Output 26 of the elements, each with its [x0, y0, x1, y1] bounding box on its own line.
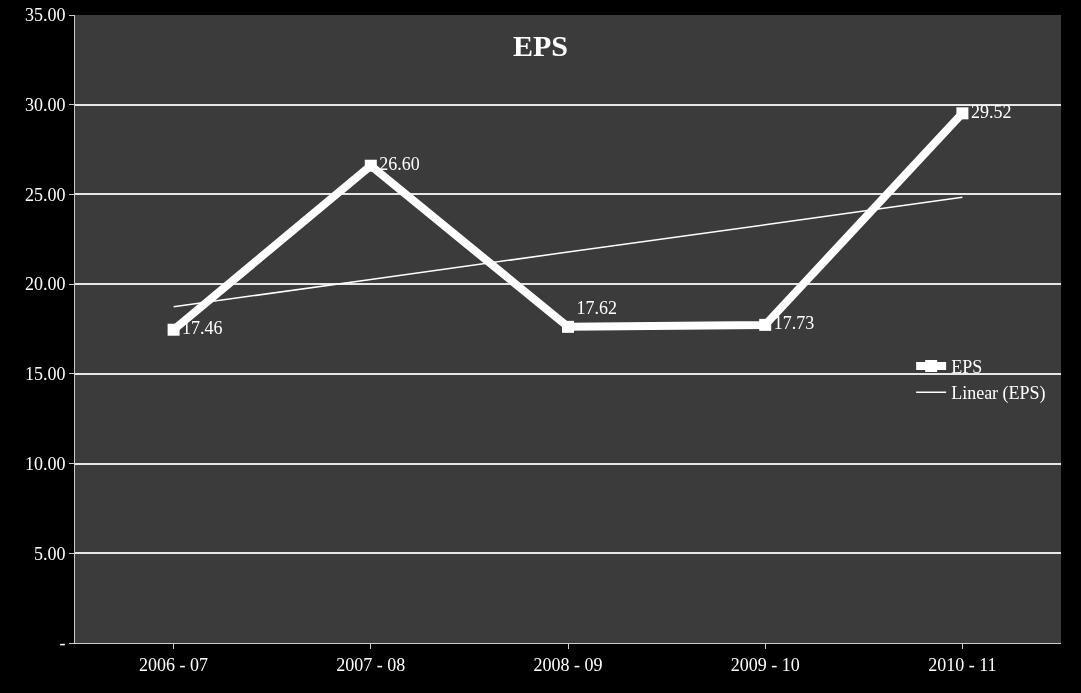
legend-label: EPS — [951, 356, 983, 377]
y-tick-label: - — [59, 633, 66, 654]
y-tick-label: 20.00 — [24, 274, 66, 295]
y-tick-label: 25.00 — [24, 184, 66, 205]
legend-label: Linear (EPS) — [951, 383, 1046, 405]
y-tick-label: 35.00 — [24, 5, 66, 26]
point — [364, 159, 377, 172]
point — [167, 323, 180, 336]
y-tick-label: 10.00 — [24, 453, 66, 474]
point — [956, 107, 969, 120]
point — [562, 320, 574, 333]
data-label: 17.46 — [182, 318, 223, 339]
data-label: 17.62 — [576, 297, 617, 318]
x-tick-label: 2008 - 09 — [533, 654, 603, 675]
x-tick-label: 2006 - 07 — [139, 654, 209, 675]
y-tick-label: 30.00 — [24, 95, 66, 116]
y-tick-label: 5.00 — [33, 543, 66, 564]
data-label: 17.73 — [773, 313, 815, 334]
text: EPS — [512, 28, 569, 62]
y-tick-label: 15.00 — [24, 364, 66, 385]
x-tick-label: 2009 - 10 — [730, 654, 800, 675]
x-tick-label: 2007 - 08 — [336, 654, 406, 675]
data-label: 29.52 — [970, 101, 1012, 122]
data-label: 26.60 — [379, 154, 420, 175]
x-tick-label: 2010 - 11 — [928, 654, 997, 675]
point — [759, 318, 772, 331]
